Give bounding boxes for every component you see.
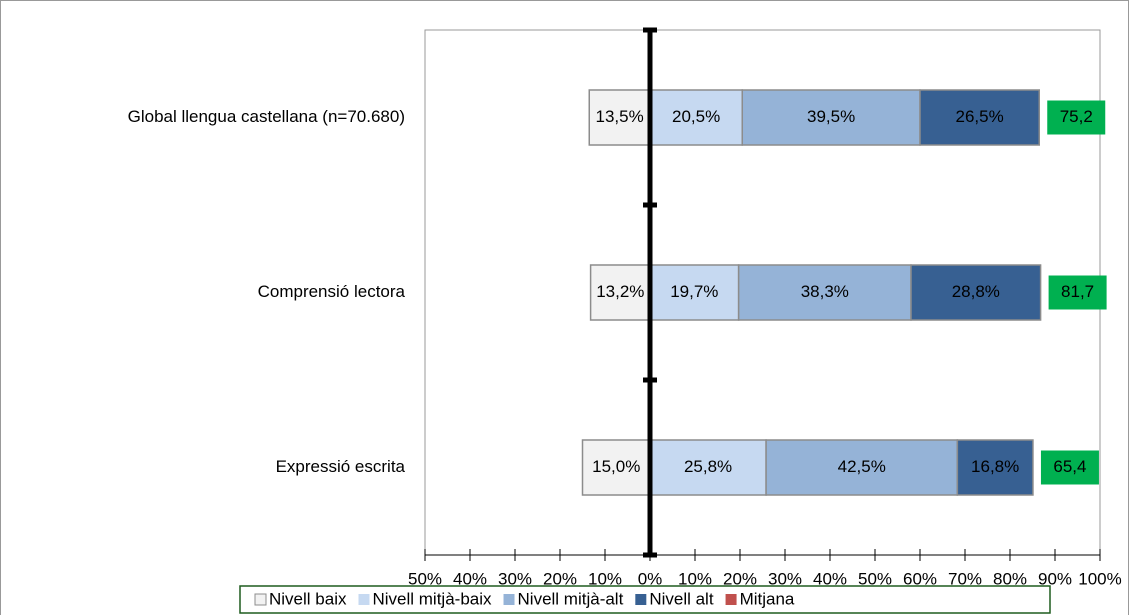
- x-tick-label: 30%: [498, 569, 532, 588]
- x-tick-label: 50%: [408, 569, 442, 588]
- legend-label: Nivell mitjà-baix: [372, 589, 492, 608]
- bar-segment: [741, 89, 921, 146]
- data-label: 26,5%: [956, 107, 1004, 126]
- x-tick-label: 30%: [768, 569, 802, 588]
- data-label: 25,8%: [684, 457, 732, 476]
- data-label: 20,5%: [672, 107, 720, 126]
- legend-label: Nivell baix: [269, 589, 347, 608]
- x-tick-label: 80%: [993, 569, 1027, 588]
- legend-swatch: [503, 594, 515, 605]
- data-label: 15,0%: [592, 457, 640, 476]
- mean-label: 65,4: [1053, 457, 1086, 476]
- y-tick-label: Comprensió lectora: [258, 282, 406, 301]
- mean-label-box: [1047, 100, 1106, 135]
- x-tick-label: 0%: [638, 569, 663, 588]
- legend-label: Mitjana: [740, 589, 795, 608]
- bar-segment: [956, 439, 1034, 496]
- data-label: 19,7%: [670, 282, 718, 301]
- x-tick-label: 10%: [588, 569, 622, 588]
- data-label: 13,2%: [596, 282, 644, 301]
- x-tick-label: 100%: [1078, 569, 1121, 588]
- mean-label-box: [1048, 275, 1107, 310]
- x-tick-label: 40%: [453, 569, 487, 588]
- x-tick-label: 20%: [723, 569, 757, 588]
- y-tick-label: Global llengua castellana (n=70.680): [128, 107, 405, 126]
- x-tick-label: 90%: [1038, 569, 1072, 588]
- legend-swatch: [358, 594, 370, 605]
- data-label: 28,8%: [952, 282, 1000, 301]
- data-label: 13,5%: [596, 107, 644, 126]
- x-tick-label: 10%: [678, 569, 712, 588]
- legend-swatch: [635, 594, 647, 605]
- data-label: 38,3%: [801, 282, 849, 301]
- x-tick-label: 50%: [858, 569, 892, 588]
- bar-segment: [649, 89, 743, 146]
- bar-segment: [737, 264, 912, 321]
- bar-segment: [910, 264, 1042, 321]
- data-label: 16,8%: [971, 457, 1019, 476]
- bar-segment: [919, 89, 1040, 146]
- legend-swatch: [254, 593, 267, 606]
- legend-label: Nivell alt: [649, 589, 714, 608]
- legend-label: Nivell mitjà-alt: [518, 589, 624, 608]
- bar-segment: [581, 439, 651, 496]
- x-tick-label: 40%: [813, 569, 847, 588]
- bar-segment: [765, 439, 959, 496]
- x-tick-label: 70%: [948, 569, 982, 588]
- mean-label-box: [1040, 450, 1099, 485]
- data-label: 39,5%: [807, 107, 855, 126]
- bar-segment: [649, 264, 740, 321]
- y-tick-label: Expressió escrita: [276, 457, 406, 476]
- legend-swatch: [725, 594, 737, 605]
- mean-label: 75,2: [1060, 107, 1093, 126]
- data-label: 42,5%: [838, 457, 886, 476]
- x-tick-label: 20%: [543, 569, 577, 588]
- bar-segment: [588, 89, 651, 146]
- x-tick-label: 60%: [903, 569, 937, 588]
- mean-label: 81,7: [1061, 282, 1094, 301]
